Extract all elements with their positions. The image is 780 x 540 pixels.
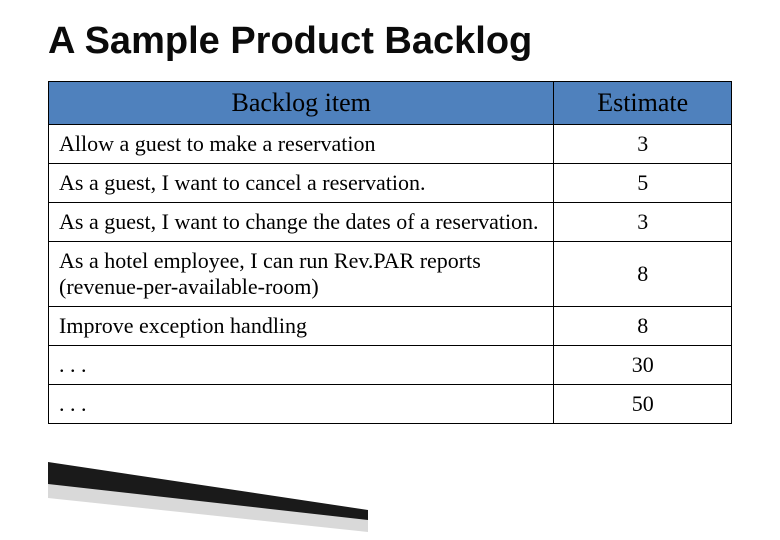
table-row: . . . 50: [49, 385, 732, 424]
cell-item: As a hotel employee, I can run Rev.PAR r…: [49, 242, 554, 307]
decorative-wedge-icon: [48, 462, 368, 532]
header-estimate: Estimate: [554, 82, 732, 125]
cell-estimate: 3: [554, 203, 732, 242]
table-row: . . . 30: [49, 346, 732, 385]
cell-estimate: 8: [554, 307, 732, 346]
cell-item: As a guest, I want to change the dates o…: [49, 203, 554, 242]
wedge-light: [48, 462, 368, 532]
table-row: Allow a guest to make a reservation 3: [49, 125, 732, 164]
cell-estimate: 50: [554, 385, 732, 424]
header-backlog-item: Backlog item: [49, 82, 554, 125]
wedge-dark: [48, 462, 368, 520]
table-row: As a guest, I want to cancel a reservati…: [49, 164, 732, 203]
slide: A Sample Product Backlog Backlog item Es…: [0, 0, 780, 540]
cell-estimate: 3: [554, 125, 732, 164]
cell-item: . . .: [49, 346, 554, 385]
cell-item: . . .: [49, 385, 554, 424]
cell-estimate: 5: [554, 164, 732, 203]
table-row: As a guest, I want to change the dates o…: [49, 203, 732, 242]
slide-title: A Sample Product Backlog: [48, 20, 732, 63]
backlog-table: Backlog item Estimate Allow a guest to m…: [48, 81, 732, 424]
cell-item: Improve exception handling: [49, 307, 554, 346]
table-row: As a hotel employee, I can run Rev.PAR r…: [49, 242, 732, 307]
cell-estimate: 30: [554, 346, 732, 385]
cell-item: Allow a guest to make a reservation: [49, 125, 554, 164]
cell-estimate: 8: [554, 242, 732, 307]
cell-item: As a guest, I want to cancel a reservati…: [49, 164, 554, 203]
table-header-row: Backlog item Estimate: [49, 82, 732, 125]
table-row: Improve exception handling 8: [49, 307, 732, 346]
